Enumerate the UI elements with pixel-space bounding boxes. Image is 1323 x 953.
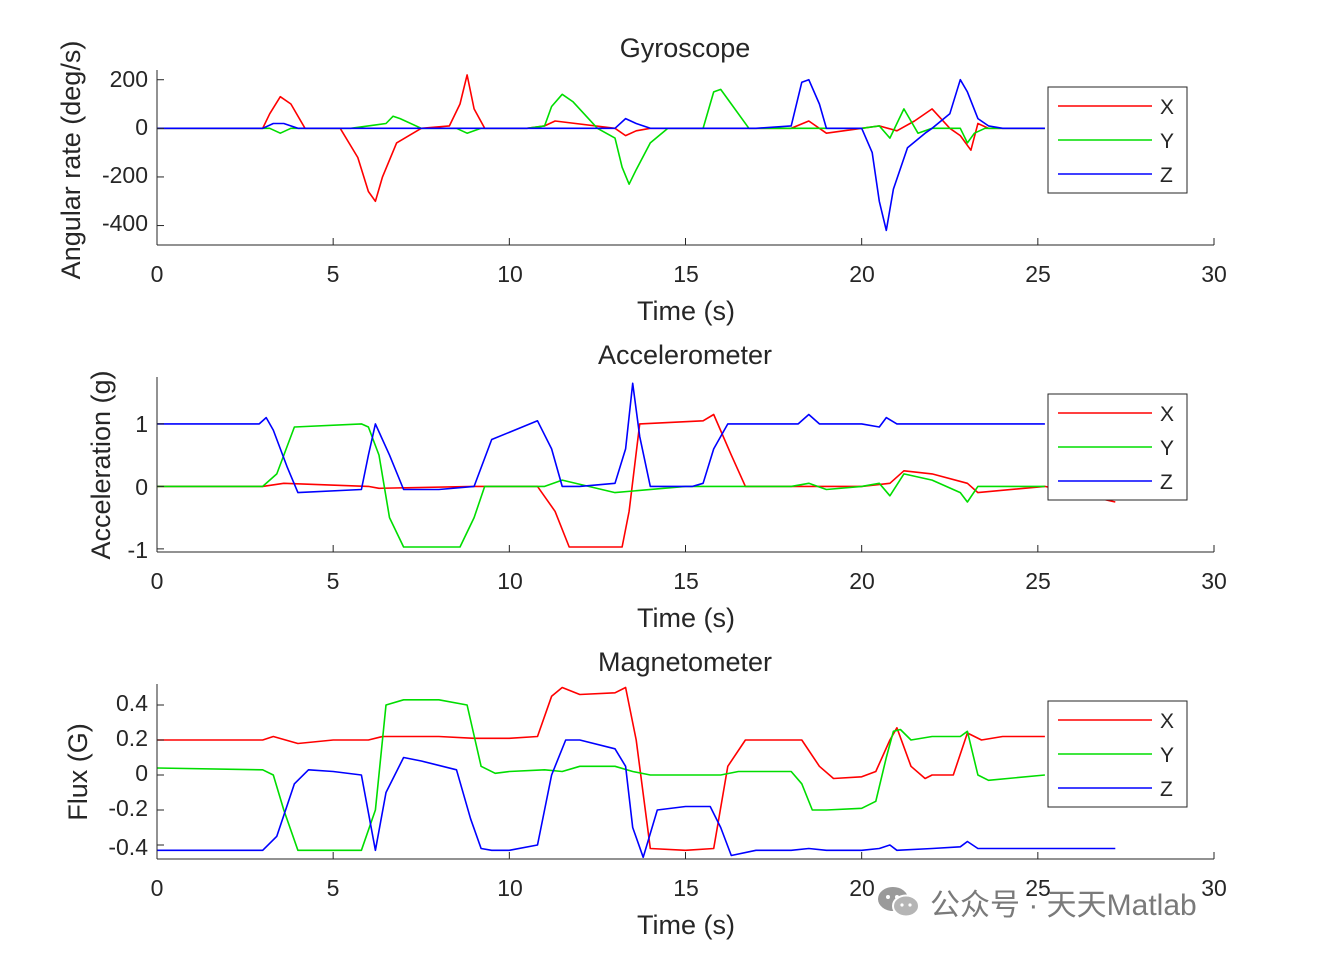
magnetometer-plot-area — [156, 684, 1215, 860]
gyroscope-legend-label-x: X — [1160, 96, 1174, 119]
magnetometer-legend: X Y Z — [1047, 700, 1188, 808]
watermark: 公众号 · 天天Matlab — [876, 882, 1197, 922]
accelerometer-series-z — [157, 382, 1045, 494]
magnetometer-legend-label-x: X — [1160, 710, 1174, 733]
magnetometer-legend-label-z: Z — [1160, 778, 1173, 801]
magnetometer-xtick-30: 30 — [1201, 875, 1227, 901]
magnetometer-legend-label-y: Y — [1160, 744, 1174, 767]
accelerometer-plot-area — [156, 377, 1215, 553]
accelerometer-panel: Accelerometer Acceleration (g) Time (s) … — [86, 340, 1227, 633]
magnetometer-xlabel: Time (s) — [637, 910, 735, 940]
magnetometer-xticks: 0 5 10 15 20 25 30 — [151, 875, 1227, 901]
gyroscope-yticks: 200 0 -200 -400 — [102, 66, 148, 236]
accelerometer-xtick-30: 30 — [1201, 568, 1227, 594]
gyroscope-series-z — [157, 78, 1045, 232]
gyroscope-xtick-0: 0 — [151, 261, 164, 287]
accelerometer-yticks: 1 0 -1 — [128, 411, 148, 563]
accelerometer-xtick-0: 0 — [151, 568, 164, 594]
gyroscope-legend: X Y Z — [1047, 86, 1188, 194]
accelerometer-series-y — [157, 423, 1045, 548]
gyroscope-ylabel: Angular rate (deg/s) — [56, 41, 86, 280]
gyroscope-legend-label-y: Y — [1160, 130, 1174, 153]
accelerometer-xlabel: Time (s) — [637, 603, 735, 633]
accelerometer-xticks: 0 5 10 15 20 25 30 — [151, 568, 1227, 594]
accelerometer-xtick-25: 25 — [1025, 568, 1051, 594]
magnetometer-ytick-0: 0 — [135, 760, 148, 786]
magnetometer-yticks: 0.4 0.2 0 -0.2 -0.4 — [108, 690, 148, 860]
accelerometer-title: Accelerometer — [598, 340, 772, 370]
accelerometer-xtick-10: 10 — [497, 568, 523, 594]
accelerometer-ylabel: Acceleration (g) — [86, 370, 116, 559]
magnetometer-series-x — [157, 686, 1045, 852]
gyroscope-title: Gyroscope — [620, 33, 751, 63]
gyroscope-series-x — [157, 74, 1045, 203]
accelerometer-xtick-15: 15 — [673, 568, 699, 594]
magnetometer-ytick-0.2: 0.2 — [116, 725, 148, 751]
accelerometer-ytick-minus1: -1 — [128, 537, 148, 563]
accelerometer-xtick-5: 5 — [327, 568, 340, 594]
wechat-icon — [878, 887, 920, 918]
magnetometer-xtick-20: 20 — [849, 875, 875, 901]
gyroscope-legend-label-z: Z — [1160, 164, 1173, 187]
gyroscope-xtick-10: 10 — [497, 261, 523, 287]
magnetometer-xtick-10: 10 — [497, 875, 523, 901]
gyroscope-xticks: 0 5 10 15 20 25 30 — [151, 261, 1227, 287]
magnetometer-xtick-0: 0 — [151, 875, 164, 901]
gyroscope-xtick-30: 30 — [1201, 261, 1227, 287]
magnetometer-panel: Magnetometer Flux (G) Time (s) 0 5 10 15… — [63, 647, 1227, 940]
gyroscope-panel: Gyroscope Angular rate (deg/s) Time (s) … — [56, 33, 1227, 326]
gyroscope-ytick-minus200: -200 — [102, 162, 148, 188]
magnetometer-xtick-25: 25 — [1025, 875, 1051, 901]
magnetometer-xtick-15: 15 — [673, 875, 699, 901]
accelerometer-legend-label-z: Z — [1160, 471, 1173, 494]
gyroscope-ytick-200: 200 — [110, 66, 148, 92]
accelerometer-legend-label-y: Y — [1160, 437, 1174, 460]
gyroscope-xtick-15: 15 — [673, 261, 699, 287]
gyroscope-xtick-20: 20 — [849, 261, 875, 287]
accelerometer-legend-label-x: X — [1160, 403, 1174, 426]
gyroscope-xtick-5: 5 — [327, 261, 340, 287]
gyroscope-ytick-minus400: -400 — [102, 210, 148, 236]
magnetometer-ytick-0.4: 0.4 — [116, 690, 148, 716]
magnetometer-ytick-minus0.2: -0.2 — [108, 795, 148, 821]
accelerometer-ytick-1: 1 — [135, 411, 148, 437]
magnetometer-title: Magnetometer — [598, 647, 772, 677]
gyroscope-ytick-0: 0 — [135, 114, 148, 140]
gyroscope-xlabel: Time (s) — [637, 296, 735, 326]
magnetometer-ylabel: Flux (G) — [63, 723, 93, 821]
gyroscope-xtick-25: 25 — [1025, 261, 1051, 287]
gyroscope-series-y — [157, 88, 1045, 185]
watermark-text: 公众号 · 天天Matlab — [930, 889, 1197, 922]
accelerometer-xtick-20: 20 — [849, 568, 875, 594]
magnetometer-series-y — [156, 698, 1045, 852]
magnetometer-series-z — [157, 739, 1116, 859]
accelerometer-ytick-0: 0 — [135, 474, 148, 500]
accelerometer-series-x — [157, 413, 1116, 548]
magnetometer-ytick-minus0.4: -0.4 — [108, 834, 148, 860]
magnetometer-xtick-5: 5 — [327, 875, 340, 901]
accelerometer-legend: X Y Z — [1047, 393, 1188, 501]
gyroscope-plot-area — [156, 70, 1215, 246]
